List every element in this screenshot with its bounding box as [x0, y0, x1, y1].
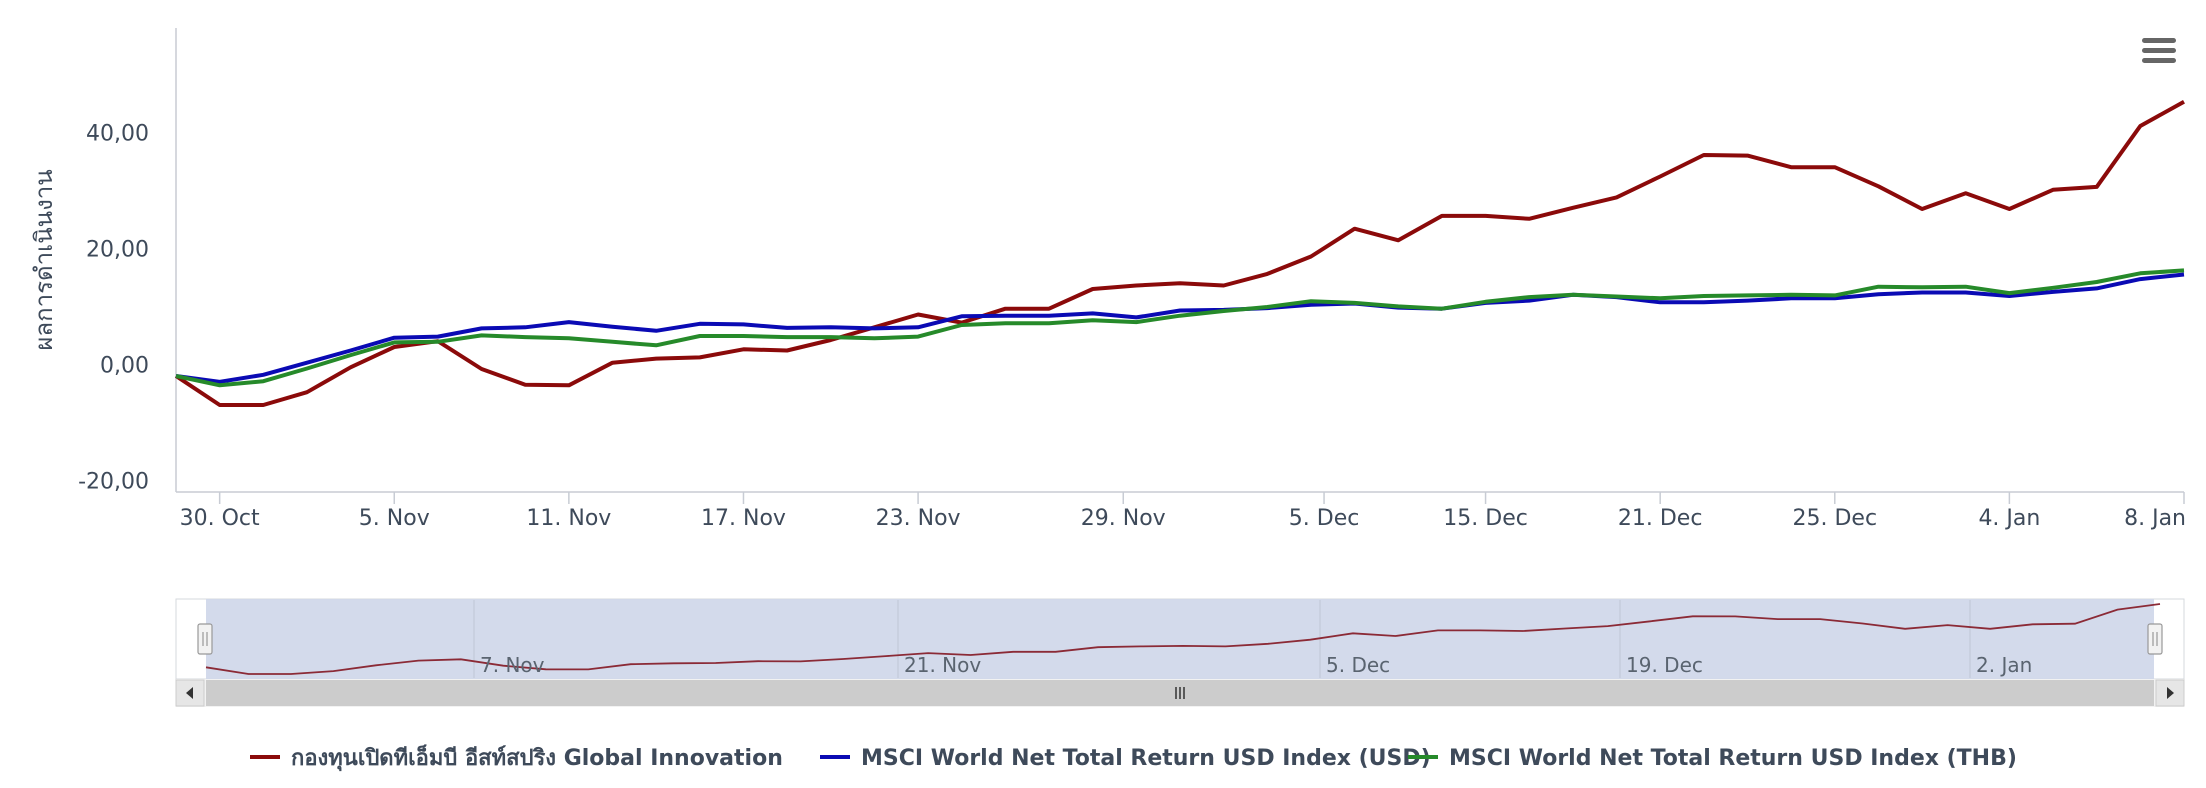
legend-item-msci-usd[interactable]: MSCI World Net Total Return USD Index (U… [820, 746, 1431, 771]
y-tick-label: 40,00 [86, 121, 149, 146]
navigator-tick-label: 7. Nov [480, 653, 545, 677]
navigator-grid [473, 600, 1971, 678]
x-tick-label: 5. Nov [359, 506, 430, 531]
x-tick-label: 8. Jan [2124, 506, 2186, 531]
navigator-tick-label: 19. Dec [1626, 653, 1703, 677]
navigator-selection[interactable] [206, 599, 2154, 679]
x-tick-label: 17. Nov [701, 506, 786, 531]
arrow-right-icon [2167, 687, 2174, 699]
legend-item-msci-thb[interactable]: MSCI World Net Total Return USD Index (T… [1408, 746, 2017, 771]
legend-label: MSCI World Net Total Return USD Index (U… [861, 746, 1431, 771]
navigator-left-handle[interactable] [197, 623, 213, 655]
series-lines [174, 99, 2185, 407]
x-tick-label: 4. Jan [1978, 506, 2040, 531]
legend-item-fund[interactable]: กองทุนเปิดทีเอ็มบี อีสท์สปริง Global Inn… [250, 743, 783, 772]
y-tick-label: -20,00 [78, 469, 149, 494]
x-tick-label: 21. Dec [1618, 506, 1703, 531]
arrow-left-icon [186, 687, 193, 699]
y-axis-title: ผลการดำเนินงาน [30, 169, 58, 350]
x-tick-label: 30. Oct [180, 506, 260, 531]
scrollbar-grip-icon [1175, 687, 1185, 699]
navigator-tick-label: 21. Nov [904, 653, 981, 677]
legend-label: MSCI World Net Total Return USD Index (T… [1449, 746, 2017, 771]
x-tick-label: 11. Nov [526, 506, 611, 531]
x-axis-ticks: 30. Oct 5. Nov 11. Nov 17. Nov 23. Nov 29. No… [180, 492, 2186, 531]
y-axis-ticks: 40,00 20,00 0,00 -20,00 [78, 121, 149, 494]
y-tick-label: 0,00 [100, 353, 149, 378]
navigator[interactable]: 7. Nov 21. Nov 5. Dec 19. Dec 2. Jan [175, 598, 2185, 707]
x-tick-label: 29. Nov [1081, 506, 1166, 531]
legend: กองทุนเปิดทีเอ็มบี อีสท์สปริง Global Inn… [250, 743, 2017, 772]
navigator-tick-label: 2. Jan [1976, 653, 2032, 677]
navigator-right-handle[interactable] [2147, 623, 2163, 655]
menu-icon [2142, 38, 2176, 43]
x-tick-label: 25. Dec [1793, 506, 1878, 531]
x-tick-label: 5. Dec [1289, 506, 1360, 531]
scrollbar-right-button[interactable] [2155, 679, 2185, 707]
y-tick-label: 20,00 [86, 237, 149, 262]
navigator-labels: 7. Nov 21. Nov 5. Dec 19. Dec 2. Jan [480, 653, 2032, 677]
series-line-1 [175, 272, 2185, 384]
navigator-tick-label: 5. Dec [1326, 653, 1390, 677]
series-line-0 [174, 99, 2185, 407]
x-tick-label: 15. Dec [1443, 506, 1528, 531]
series-line-2 [175, 268, 2185, 388]
legend-label: กองทุนเปิดทีเอ็มบี อีสท์สปริง Global Inn… [291, 743, 783, 772]
chart-menu-button[interactable] [2138, 32, 2182, 72]
scrollbar-left-button[interactable] [175, 679, 205, 707]
x-tick-label: 23. Nov [876, 506, 961, 531]
navigator-series-line [205, 603, 2161, 675]
